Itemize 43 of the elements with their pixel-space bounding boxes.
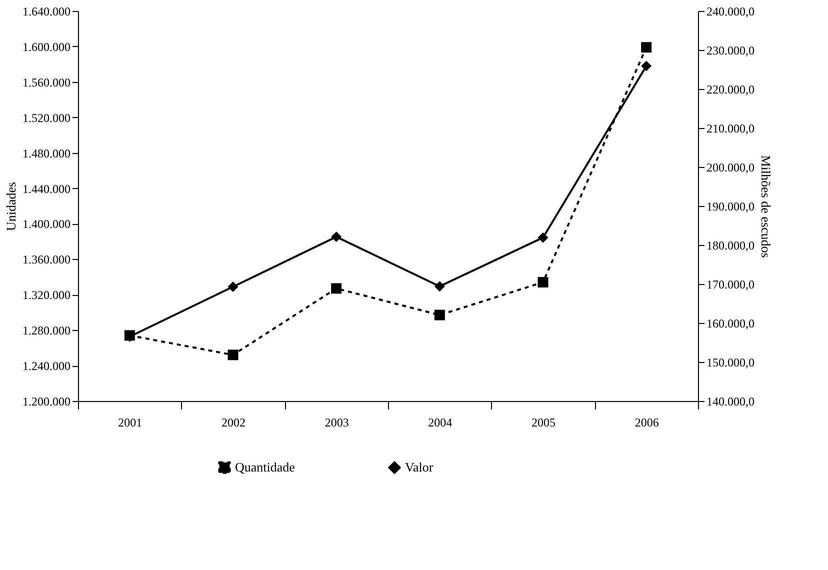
y2-tick-label: 150.000,0 [706, 356, 754, 370]
point [228, 350, 238, 360]
point [434, 310, 445, 320]
y-tick-label: 1.600.000 [22, 40, 70, 54]
point [641, 60, 652, 72]
y-tick-label: 1.520.000 [22, 110, 70, 125]
y-tick-label: 1.480.000 [22, 146, 70, 160]
point [641, 42, 652, 53]
x-tick-label: 2003 [324, 416, 349, 430]
y-tick-label: 1.360.000 [22, 252, 70, 267]
x-tick-label: 2001 [118, 416, 142, 430]
legend-label: Quantidade [235, 460, 296, 475]
y2-tick-label: 200.000,0 [706, 160, 754, 174]
point [331, 232, 342, 242]
point [331, 283, 342, 294]
y2-tick-label: 160.000,0 [706, 316, 754, 330]
point [434, 281, 445, 292]
y-tick-label: 1.640.000 [22, 4, 70, 18]
y-tick-label: 1.560.000 [22, 75, 70, 90]
y2-tick-label: 170.000,0 [706, 278, 754, 292]
y-axis-title: Unidades [4, 182, 18, 232]
x-tick-label: 2004 [428, 416, 452, 430]
y-tick-label: 1.440.000 [22, 182, 70, 196]
y-tick-label: 1.320.000 [22, 288, 70, 302]
y2-tick-label: 220.000,0 [706, 82, 754, 96]
y2-tick-label: 240.000,0 [706, 4, 754, 18]
y-tick-label: 1.400.000 [22, 217, 70, 232]
y2-axis-title: Milhões de escudos [758, 155, 774, 258]
y-tick-label: 1.240.000 [22, 359, 70, 374]
y2-tick-label: 180.000,0 [706, 238, 754, 252]
y2-tick-label: 190.000,0 [706, 200, 754, 214]
y2-tick-label: 230.000,0 [706, 44, 754, 58]
y2-tick-label: 210.000,0 [706, 122, 754, 136]
y2-tick-label: 140.000,0 [706, 394, 754, 408]
point [538, 232, 548, 243]
x-tick-label: 2002 [222, 416, 246, 430]
x-tick-label: 2005 [532, 416, 556, 430]
legend-label: Valor [405, 460, 434, 475]
y-tick-label: 1.200.000 [22, 394, 70, 408]
point [228, 281, 238, 292]
point [538, 276, 548, 288]
x-tick-label: 2006 [634, 416, 659, 430]
y-tick-label: 1.280.000 [22, 324, 70, 338]
